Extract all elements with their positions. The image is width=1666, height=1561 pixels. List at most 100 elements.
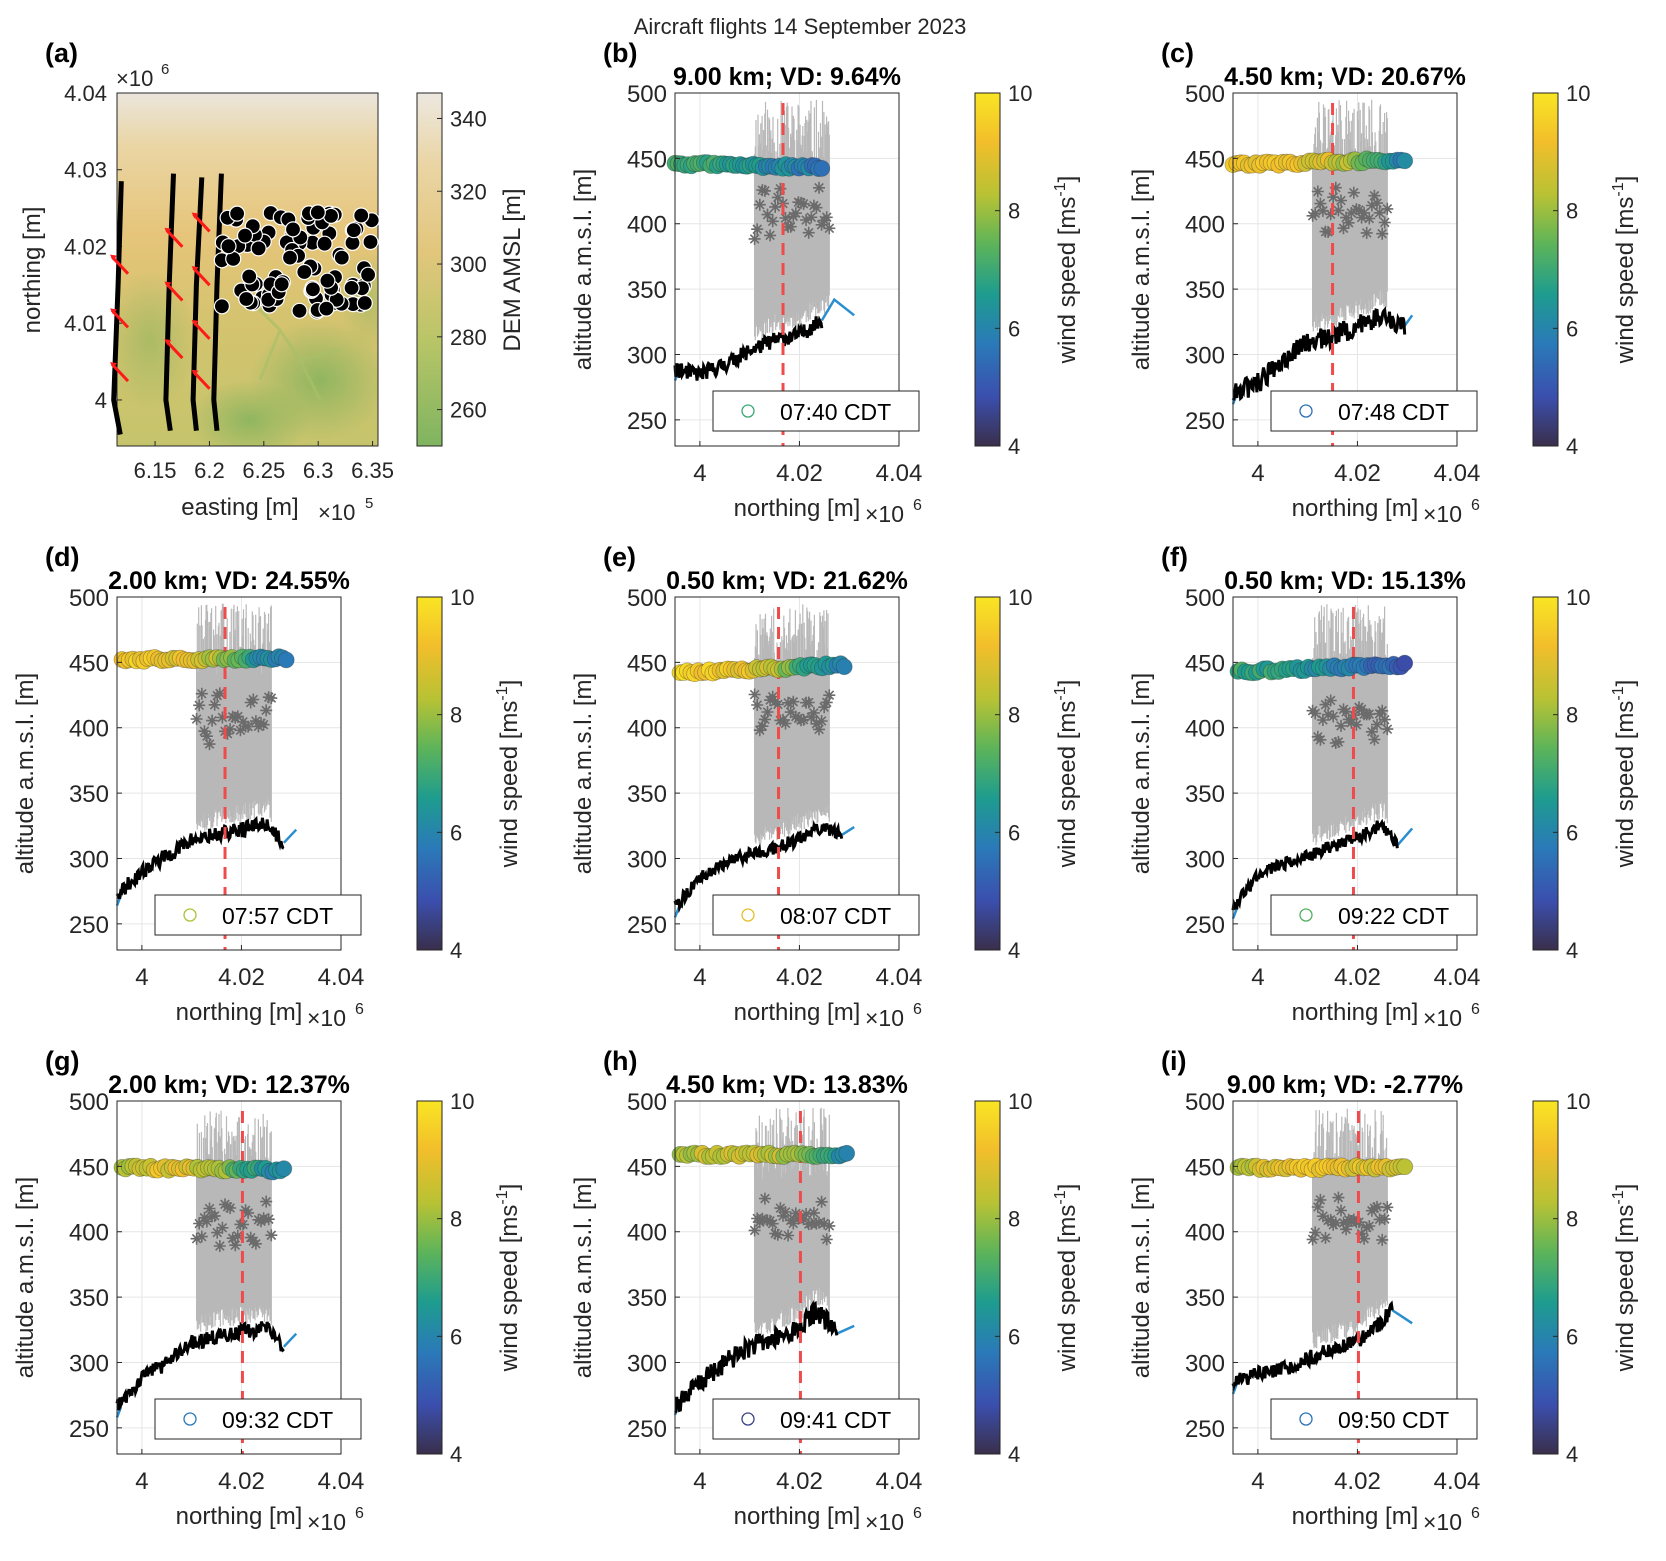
wind-speed-colorbar [1532, 92, 1559, 447]
ytick-label: 350 [627, 277, 667, 304]
map-observation-marker [360, 266, 377, 283]
map-wind-arrow-shaft [192, 370, 211, 390]
colorbar-label-end: ] [1054, 176, 1081, 183]
ytick-label: 350 [627, 1285, 667, 1312]
map-wind-arrow-shaft [110, 363, 130, 383]
xtick-label: 4.02 [776, 460, 823, 487]
map-observation-marker [291, 302, 308, 319]
panel-d-profile: 4 4.02 4.04 250 300 350 400 450 500 07:57 CDT (d) 2… [12, 542, 523, 1031]
terrain-tail-line [1391, 1309, 1413, 1325]
xtick-label: 4 [1251, 964, 1264, 991]
wind-speed-colorbar [1532, 596, 1559, 951]
xtick-label: 4.02 [776, 1468, 823, 1495]
wind-speed-marker [1396, 654, 1414, 672]
map-flight-track [111, 181, 124, 435]
terrain-line [674, 1299, 839, 1414]
map-observation-marker [213, 298, 230, 315]
map-xtick-label: 6.35 [351, 458, 394, 483]
panel-x-exponent-base: ×10 [1423, 1509, 1462, 1535]
ytick-label: 250 [69, 1416, 109, 1443]
colorbar-tick-label: 8 [1008, 199, 1020, 224]
ytick-label: 350 [69, 1285, 109, 1312]
terrain-head-line [1231, 907, 1239, 920]
lidar-range-path [754, 100, 830, 341]
dem-colorbar-label: DEM AMSL [m] [499, 188, 526, 351]
lidar-point-markers [190, 687, 278, 751]
xtick-label: 4.04 [1434, 460, 1481, 487]
map-wind-arrow-icon [191, 319, 211, 340]
xtick-label: 4 [1251, 1468, 1264, 1495]
axes-box [1232, 1100, 1458, 1455]
ytick-label: 250 [627, 408, 667, 435]
map-ytick-label: 4 [95, 388, 107, 413]
colorbar-label-end: ] [1054, 680, 1081, 687]
map-observation-marker [241, 268, 258, 285]
panel-title: 4.50 km; VD: 20.67% [1224, 63, 1466, 91]
panel-ylabel: altitude a.m.s.l. [m] [12, 673, 39, 874]
colorbar-label: wind speed [ms-1] [1610, 1184, 1639, 1373]
colorbar-label: wind speed [ms-1] [1052, 680, 1081, 869]
map-observation-marker [318, 300, 335, 317]
panel-title: 9.00 km; VD: -2.77% [1227, 1071, 1463, 1099]
map-observation-marker [273, 276, 290, 293]
colorbar-tick-label: 4 [1008, 938, 1020, 963]
map-y-exponent-base: ×10 [116, 66, 153, 91]
panel-label: (e) [603, 542, 636, 572]
panel-xlabel: northing [m] [734, 999, 861, 1026]
terrain-tail-line [1396, 827, 1414, 847]
map-observation-marker [356, 294, 373, 312]
panel-b-profile: 4 4.02 4.04 250 300 350 400 450 500 07:40 CDT (b) 9… [570, 38, 1081, 527]
colorbar-tick-label: 6 [1008, 820, 1020, 845]
terrain-line [1231, 818, 1399, 911]
panel-ylabel: altitude a.m.s.l. [m] [570, 1177, 597, 1378]
panel-xlabel: northing [m] [176, 1503, 303, 1530]
ytick-label: 300 [627, 1350, 667, 1377]
axes-box [674, 596, 900, 951]
xtick-label: 4.04 [876, 964, 923, 991]
terrain-profile [115, 1321, 298, 1418]
axes-box [1232, 596, 1458, 951]
legend-label: 09:22 CDT [1338, 903, 1449, 929]
colorbar-tick-label: 4 [450, 938, 462, 963]
panel-ylabel: altitude a.m.s.l. [m] [12, 1177, 39, 1378]
wind-speed-marker [813, 159, 831, 177]
map-y-exponent: ×10 6 [116, 61, 169, 91]
panel-f-profile: 4 4.02 4.04 250 300 350 400 450 500 09:22 CDT (f) 0… [1128, 542, 1639, 1031]
legend-label: 09:41 CDT [780, 1407, 891, 1433]
legend-box [712, 1398, 920, 1440]
map-wind-arrow-icon [164, 281, 184, 302]
dem-colorbar-tick-label: 340 [450, 106, 487, 131]
colorbar-tick-label: 6 [1566, 820, 1578, 845]
panel-ylabel: altitude a.m.s.l. [m] [1128, 169, 1155, 370]
panel-g-profile: 4 4.02 4.04 250 300 350 400 450 500 09:32 CDT (g) 2… [12, 1046, 523, 1535]
colorbar-label-sup: -1 [1052, 686, 1069, 700]
wind-speed-marker [838, 1144, 856, 1162]
colorbar-label-end: ] [496, 1184, 523, 1191]
panel-ylabel: altitude a.m.s.l. [m] [570, 169, 597, 370]
terrain-tail-line [1403, 314, 1414, 327]
map-observation-marker [362, 233, 379, 251]
legend-label: 07:48 CDT [1338, 399, 1449, 425]
colorbar-label-sup: -1 [1052, 182, 1069, 196]
map-observation-marker [343, 279, 360, 296]
panel-i-profile: 4 4.02 4.04 250 300 350 400 450 500 09:50 CDT (i) 9… [1128, 1046, 1639, 1535]
terrain-profile [115, 815, 298, 906]
colorbar-label-end: ] [1612, 176, 1639, 183]
map-xtick-label: 6.15 [134, 458, 177, 483]
ytick-label: 450 [627, 1154, 667, 1181]
ytick-label: 350 [1185, 1285, 1225, 1312]
map-ytick-label: 4.02 [64, 234, 107, 259]
ytick-label: 500 [1185, 81, 1225, 108]
lidar-points [190, 1195, 278, 1252]
ytick-label: 300 [627, 846, 667, 873]
colorbar-label-sup: -1 [1610, 686, 1627, 700]
panel-title: 2.00 km; VD: 12.37% [108, 1071, 350, 1099]
axes-box [674, 92, 900, 447]
panel-x-exponent-power: 6 [913, 1505, 922, 1522]
panel-label-a: (a) [45, 38, 78, 68]
panel-title: 2.00 km; VD: 24.55% [108, 567, 350, 595]
colorbar-label: wind speed [ms-1] [1610, 680, 1639, 869]
legend-box [712, 894, 920, 936]
panel-x-exponent: ×10 6 [1423, 497, 1480, 527]
colorbar-label: wind speed [ms-1] [1052, 1184, 1081, 1373]
